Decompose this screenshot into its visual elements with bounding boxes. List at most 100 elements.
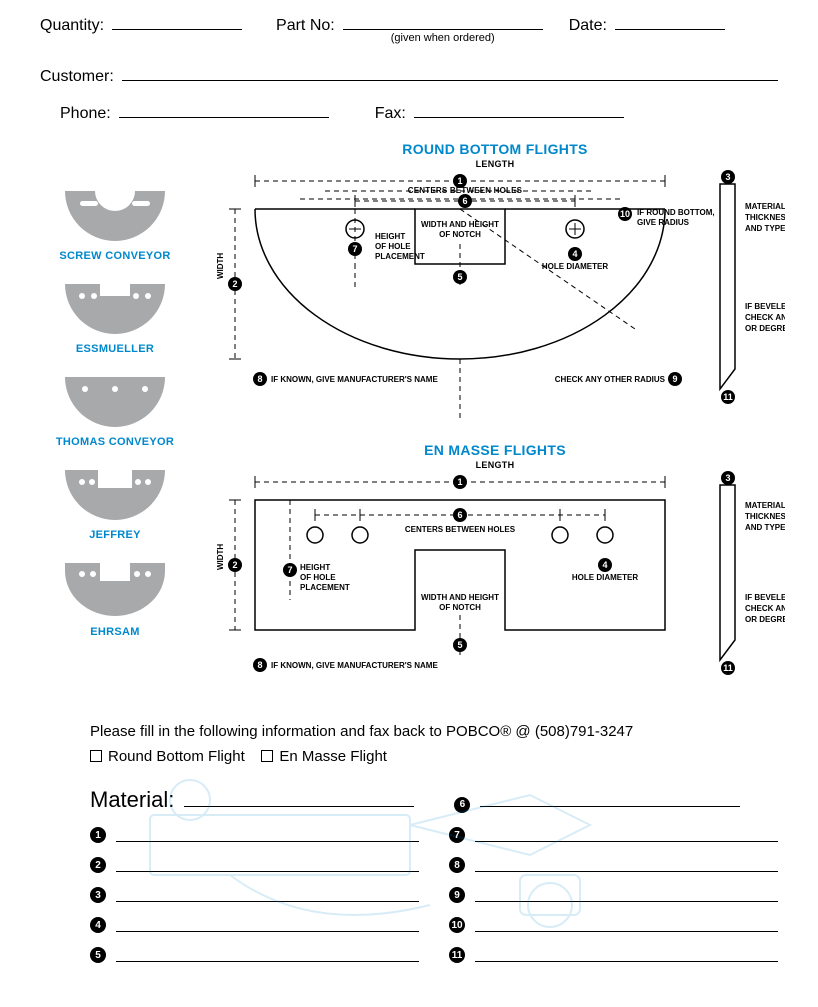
customer-label: Customer:: [40, 68, 114, 86]
svg-text:GIVE RADIUS: GIVE RADIUS: [637, 218, 690, 227]
field-badge-8: 8: [449, 857, 465, 873]
svg-text:8: 8: [257, 660, 262, 670]
shape-screw-conveyor: [60, 191, 170, 243]
svg-text:WIDTH AND HEIGHT: WIDTH AND HEIGHT: [421, 593, 499, 602]
svg-text:2: 2: [232, 279, 237, 289]
svg-text:11: 11: [723, 392, 733, 402]
svg-text:7: 7: [287, 565, 292, 575]
svg-text:CHECK ANY OTHER RADIUS: CHECK ANY OTHER RADIUS: [555, 375, 666, 384]
svg-text:IF KNOWN, GIVE MANUFACTURER'S: IF KNOWN, GIVE MANUFACTURER'S NAME: [271, 661, 438, 670]
svg-text:OR DEGREE: OR DEGREE: [745, 324, 785, 333]
svg-text:HOLE DIAMETER: HOLE DIAMETER: [572, 573, 638, 582]
customer-input[interactable]: [122, 63, 778, 81]
svg-text:THICKNESS: THICKNESS: [745, 213, 785, 222]
fax-label: Fax:: [375, 105, 406, 123]
field-badge-5: 5: [90, 947, 106, 963]
field-1-input[interactable]: [116, 828, 419, 842]
svg-text:AND TYPE: AND TYPE: [745, 523, 785, 532]
svg-text:OF HOLE: OF HOLE: [375, 242, 411, 251]
phone-input[interactable]: [119, 100, 329, 118]
svg-text:9: 9: [672, 374, 677, 384]
svg-text:HOLE DIAMETER: HOLE DIAMETER: [542, 262, 608, 271]
shape-thomas: [60, 377, 170, 429]
field-7-input[interactable]: [475, 828, 778, 842]
field-9-input[interactable]: [475, 888, 778, 902]
checkbox-row: Round Bottom Flight En Masse Flight: [90, 748, 778, 765]
checkbox-masse[interactable]: [261, 750, 273, 762]
svg-text:4: 4: [572, 249, 577, 259]
shape-label-0: SCREW CONVEYOR: [40, 250, 190, 262]
svg-text:IF ROUND BOTTOM,: IF ROUND BOTTOM,: [637, 208, 715, 217]
row-customer: Customer:: [40, 63, 778, 86]
svg-text:CHECK ANGLE: CHECK ANGLE: [745, 604, 785, 613]
field-badge-9: 9: [449, 887, 465, 903]
svg-text:6: 6: [462, 196, 467, 206]
date-input[interactable]: [615, 12, 725, 30]
svg-text:WIDTH: WIDTH: [216, 544, 225, 570]
field-badge-1: 1: [90, 827, 106, 843]
masse-length-label: LENGTH: [205, 460, 785, 470]
field-4-input[interactable]: [116, 918, 419, 932]
field-3-input[interactable]: [116, 888, 419, 902]
field-badge-3: 3: [90, 887, 106, 903]
opt2-label: En Masse Flight: [279, 748, 387, 765]
field-8-input[interactable]: [475, 858, 778, 872]
svg-text:IF BEVELED,: IF BEVELED,: [745, 302, 785, 311]
svg-text:MATERIAL: MATERIAL: [745, 501, 785, 510]
checkbox-round[interactable]: [90, 750, 102, 762]
diagram-column: ROUND BOTTOM FLIGHTS LENGTH 1 WIDTH AND …: [205, 141, 785, 703]
shape-label-4: EHRSAM: [40, 626, 190, 638]
quantity-label: Quantity:: [40, 17, 104, 35]
field-6-input[interactable]: [480, 785, 740, 807]
svg-text:CHECK ANGLE: CHECK ANGLE: [745, 313, 785, 322]
svg-text:AND TYPE: AND TYPE: [745, 224, 785, 233]
svg-text:CENTERS BETWEEN HOLES: CENTERS BETWEEN HOLES: [408, 186, 523, 195]
shape-label-2: THOMAS CONVEYOR: [40, 436, 190, 448]
partno-subtext: (given when ordered): [343, 32, 543, 44]
masse-diagram: 1 WIDTH 2 6 CENTERS BETWEEN HOLES 7 HEIG…: [205, 470, 785, 700]
svg-text:1: 1: [457, 477, 462, 487]
svg-text:IF BEVELED,: IF BEVELED,: [745, 593, 785, 602]
svg-text:OF NOTCH: OF NOTCH: [439, 230, 481, 239]
field-badge-10: 10: [449, 917, 465, 933]
partno-input[interactable]: [343, 12, 543, 30]
svg-text:10: 10: [620, 209, 630, 219]
svg-text:11: 11: [723, 663, 733, 673]
fax-input[interactable]: [414, 100, 624, 118]
svg-text:3: 3: [725, 473, 730, 483]
instructions-text: Please fill in the following information…: [90, 723, 778, 740]
svg-text:5: 5: [457, 640, 462, 650]
material-row: Material: 6: [90, 785, 778, 813]
svg-text:THICKNESS: THICKNESS: [745, 512, 785, 521]
svg-text:PLACEMENT: PLACEMENT: [375, 252, 425, 261]
field-5-input[interactable]: [116, 948, 419, 962]
quantity-input[interactable]: [112, 12, 242, 30]
svg-text:OF NOTCH: OF NOTCH: [439, 603, 481, 612]
svg-text:CENTERS BETWEEN HOLES: CENTERS BETWEEN HOLES: [405, 525, 516, 534]
svg-text:5: 5: [457, 272, 462, 282]
material-input[interactable]: [184, 785, 414, 807]
phone-label: Phone:: [60, 105, 111, 123]
svg-text:6: 6: [457, 510, 462, 520]
round-diagram: 1 WIDTH AND HEIGHT OF NOTCH 5 WIDTH 2: [205, 169, 785, 429]
partno-label: Part No:: [276, 17, 335, 35]
svg-text:IF KNOWN, GIVE MANUFACTURER'S: IF KNOWN, GIVE MANUFACTURER'S NAME: [271, 375, 438, 384]
field-10-input[interactable]: [475, 918, 778, 932]
svg-text:7: 7: [352, 244, 357, 254]
svg-text:8: 8: [257, 374, 262, 384]
shape-column: SCREW CONVEYOR ESSMUELLER THOMAS CONVEYO…: [40, 141, 190, 703]
svg-text:3: 3: [725, 172, 730, 182]
field-11-input[interactable]: [475, 948, 778, 962]
field-columns: 1 2 3 4 5 7 8 9 10 11: [90, 827, 778, 977]
field-badge-7: 7: [449, 827, 465, 843]
shape-label-3: JEFFREY: [40, 529, 190, 541]
round-title: ROUND BOTTOM FLIGHTS: [205, 141, 785, 157]
field-2-input[interactable]: [116, 858, 419, 872]
svg-text:WIDTH: WIDTH: [216, 253, 225, 279]
shape-jeffrey: [60, 470, 170, 522]
field-badge-6: 6: [454, 797, 470, 813]
round-length-label: LENGTH: [205, 159, 785, 169]
opt1-label: Round Bottom Flight: [108, 748, 245, 765]
shape-essmueller: [60, 284, 170, 336]
svg-text:WIDTH AND HEIGHT: WIDTH AND HEIGHT: [421, 220, 499, 229]
